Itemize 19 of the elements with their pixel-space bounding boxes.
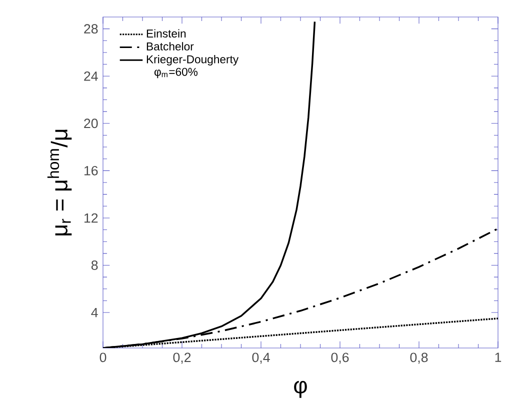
y-tick-label: 12 (84, 213, 98, 223)
legend-label: Krieger-Dougherty (146, 54, 239, 66)
annotation: φ$_{m}$=60% (154, 68, 198, 78)
y-tick-label: 24 (84, 71, 98, 81)
y-tick-label: 4 (91, 308, 98, 318)
legend-label: Einstein (146, 29, 186, 38)
x-tick-label: 0,6 (331, 352, 349, 364)
x-tick-label: 1 (495, 352, 502, 362)
y-axis-title: μ$_{r}$ = μ$^{hom}$/μ (47, 130, 72, 236)
legend-label: Batchelor (146, 42, 194, 50)
x-axis-title: φ (294, 380, 307, 398)
x-tick-label: 0,4 (252, 352, 270, 364)
x-tick-label: 0 (100, 352, 106, 362)
y-tick-label: 20 (84, 118, 98, 128)
x-tick-label: 0,8 (410, 352, 428, 364)
y-tick-label: 16 (84, 166, 98, 176)
x-tick-label: 0,2 (173, 352, 191, 364)
y-tick-label: 28 (84, 24, 98, 34)
y-tick-label: 8 (91, 260, 98, 270)
